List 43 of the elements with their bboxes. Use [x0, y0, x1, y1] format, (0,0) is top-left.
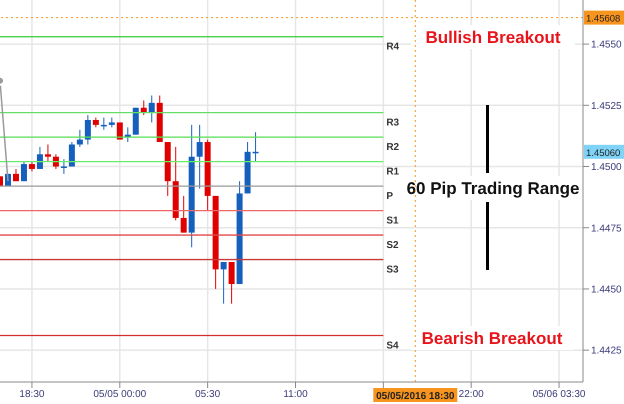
candlestick	[252, 132, 259, 162]
candlestick	[20, 161, 27, 182]
y-tick-label: 1.4500	[591, 162, 622, 174]
candlestick	[100, 117, 107, 130]
y-tick-label: 1.4450	[591, 284, 622, 296]
candlestick	[60, 158, 67, 174]
annotation: 60 Pip Trading Range	[406, 179, 580, 198]
ref-line-label: S3	[386, 264, 400, 276]
annotation: 1.45060	[586, 148, 620, 159]
candlestick	[108, 117, 115, 128]
candlestick	[12, 168, 19, 182]
candlestick	[84, 114, 91, 145]
candlestick	[196, 124, 203, 190]
candlestick	[180, 195, 187, 234]
ref-line-label: S2	[386, 240, 400, 252]
x-tick-label: 05/06 03:30	[532, 389, 586, 400]
ref-line-label: S4	[386, 340, 400, 352]
x-tick-label: 22:00	[458, 389, 484, 400]
x-tick-label: 11:00	[283, 389, 308, 400]
candlestick	[220, 262, 227, 304]
ref-line-label: R2	[386, 142, 400, 154]
ref-line-label: 1.45608	[586, 14, 620, 25]
x-tick-label: 05/05 00:00	[93, 389, 147, 400]
ref-line-label: P	[386, 191, 394, 202]
y-tick-label: 1.4425	[591, 346, 622, 357]
candlestick	[76, 129, 83, 148]
annotation: Bullish Breakout	[425, 28, 561, 47]
y-tick-label: 1.4550	[591, 40, 622, 51]
candlestick	[148, 95, 155, 123]
y-tick-label: 1.4475	[591, 223, 622, 234]
y-tick-label: 1.4525	[591, 100, 622, 112]
x-tick-label: 05:30	[195, 389, 221, 400]
candlestick	[140, 100, 147, 116]
ref-line-label: S1	[386, 216, 400, 227]
ref-line-label: R1	[386, 166, 400, 178]
candlestick	[92, 117, 99, 128]
candlestick	[28, 161, 35, 172]
candlestick	[228, 262, 235, 304]
ref-line-label: R4	[386, 42, 400, 53]
ref-line-label: R3	[386, 118, 400, 129]
ref-line-label: 05/05/2016 18:30	[376, 391, 455, 402]
x-tick-label: 18:30	[19, 389, 45, 400]
annotation: Bearish Breakout	[422, 329, 563, 348]
